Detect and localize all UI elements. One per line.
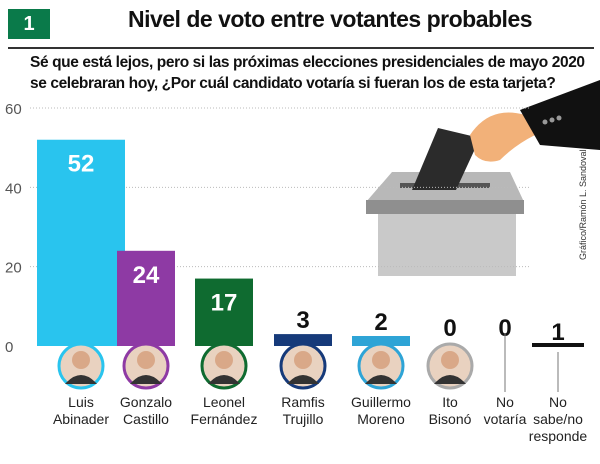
category-label: Trujillo <box>283 411 324 427</box>
category-label: Leonel <box>203 394 245 410</box>
value-label: 0 <box>498 315 511 342</box>
category-label: Ito <box>442 394 458 410</box>
category-label: No <box>496 394 514 410</box>
suit <box>65 375 97 384</box>
category-label: votaría <box>484 411 527 427</box>
value-label: 1 <box>551 319 564 346</box>
graphic-credit: Gráfico/Ramón L. Sandoval <box>578 149 588 260</box>
y-tick-label: 20 <box>5 260 22 277</box>
category-label: Guillermo <box>351 394 411 410</box>
category-label: Abinader <box>53 411 109 427</box>
value-label: 0 <box>443 315 456 342</box>
face <box>72 351 90 369</box>
chart-title: Nivel de voto entre votantes probables <box>127 6 533 32</box>
y-tick-label: 60 <box>5 101 22 118</box>
value-label: 3 <box>296 307 309 334</box>
suit <box>130 375 162 384</box>
face <box>441 351 459 369</box>
value-label: 2 <box>374 309 387 336</box>
category-label: responde <box>529 428 588 444</box>
chart-question: Sé que está lejos, pero si las próximas … <box>30 54 585 92</box>
category-label: Moreno <box>357 411 405 427</box>
title-divider <box>8 47 594 49</box>
category-label: Ramfis <box>281 394 325 410</box>
bar <box>532 343 584 347</box>
bar <box>117 250 175 346</box>
category-label: Bisonó <box>429 411 472 427</box>
value-label: 52 <box>68 151 95 178</box>
face <box>137 351 155 369</box>
ballot-box-illustration <box>366 80 600 276</box>
suit <box>365 375 397 384</box>
category-label: Castillo <box>123 411 169 427</box>
face <box>294 351 312 369</box>
face <box>372 351 390 369</box>
suit <box>287 375 319 384</box>
value-label: 24 <box>133 262 160 289</box>
y-tick-label: 0 <box>5 339 13 356</box>
bar <box>37 139 125 346</box>
category-label: No <box>549 394 567 410</box>
suit <box>208 375 240 384</box>
chart-number-badge: 1 <box>8 9 50 39</box>
category-label: Gonzalo <box>120 394 172 410</box>
bar <box>352 336 410 346</box>
category-label: sabe/no <box>533 411 583 427</box>
y-tick-label: 40 <box>5 180 22 197</box>
category-label: Luis <box>68 394 94 410</box>
face <box>215 351 233 369</box>
bar <box>195 278 253 346</box>
suit <box>434 375 466 384</box>
category-label: Fernández <box>191 411 258 427</box>
bar <box>274 334 332 346</box>
value-label: 17 <box>211 290 238 317</box>
